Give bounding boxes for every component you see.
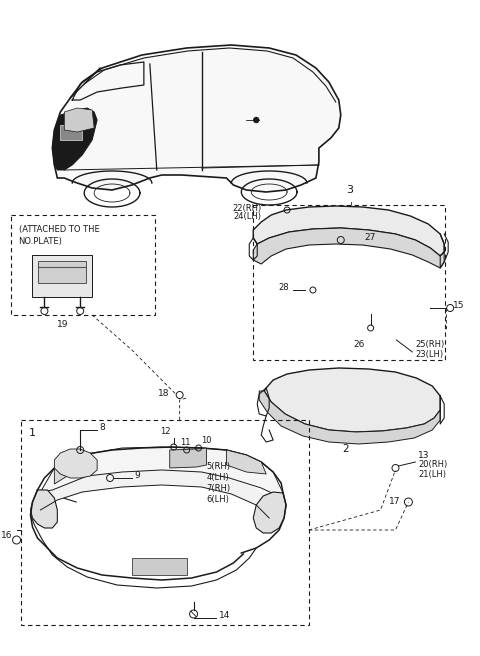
Text: 23(LH): 23(LH)	[415, 350, 444, 359]
Polygon shape	[227, 450, 266, 474]
Polygon shape	[40, 470, 269, 518]
Text: NO.PLATE): NO.PLATE)	[19, 237, 62, 246]
Text: 3: 3	[346, 185, 353, 195]
Text: 1: 1	[28, 428, 36, 438]
Text: 2: 2	[342, 444, 349, 454]
Text: 13: 13	[419, 451, 430, 459]
Text: 27: 27	[365, 234, 376, 243]
Polygon shape	[253, 206, 444, 256]
Text: 12: 12	[160, 427, 171, 436]
Text: 24(LH): 24(LH)	[233, 211, 261, 220]
Polygon shape	[54, 454, 87, 484]
Text: 22(RH): 22(RH)	[232, 203, 261, 213]
Text: 20(RH): 20(RH)	[419, 461, 447, 470]
Polygon shape	[33, 255, 92, 297]
Text: 7(RH): 7(RH)	[206, 484, 231, 493]
Polygon shape	[31, 490, 57, 528]
Text: 26: 26	[353, 340, 364, 349]
Text: 19: 19	[57, 320, 68, 329]
Polygon shape	[52, 45, 341, 192]
Text: 16: 16	[1, 531, 12, 540]
Polygon shape	[253, 228, 444, 268]
Polygon shape	[259, 391, 440, 444]
Polygon shape	[38, 261, 86, 283]
Polygon shape	[60, 125, 82, 140]
Polygon shape	[40, 447, 283, 495]
Circle shape	[254, 117, 259, 123]
Text: 17: 17	[389, 497, 400, 506]
Polygon shape	[264, 368, 440, 432]
Text: 11: 11	[180, 438, 191, 447]
Text: 28: 28	[278, 283, 289, 293]
Polygon shape	[170, 448, 206, 468]
Polygon shape	[54, 449, 97, 478]
Text: 15: 15	[453, 302, 465, 310]
Text: 10: 10	[202, 436, 212, 445]
Text: 14: 14	[219, 611, 231, 621]
Polygon shape	[253, 492, 286, 533]
Polygon shape	[64, 108, 94, 132]
Polygon shape	[52, 108, 97, 170]
Text: 8: 8	[99, 422, 105, 432]
Text: 25(RH): 25(RH)	[415, 340, 444, 350]
Polygon shape	[132, 558, 187, 575]
Text: 18: 18	[158, 388, 170, 398]
Text: 9: 9	[134, 472, 140, 480]
Text: 21(LH): 21(LH)	[419, 470, 446, 480]
Text: (ATTACHED TO THE: (ATTACHED TO THE	[19, 225, 99, 234]
Text: 5(RH): 5(RH)	[206, 462, 230, 471]
Text: 6(LH): 6(LH)	[206, 495, 229, 504]
Text: 4(LH): 4(LH)	[206, 473, 229, 482]
